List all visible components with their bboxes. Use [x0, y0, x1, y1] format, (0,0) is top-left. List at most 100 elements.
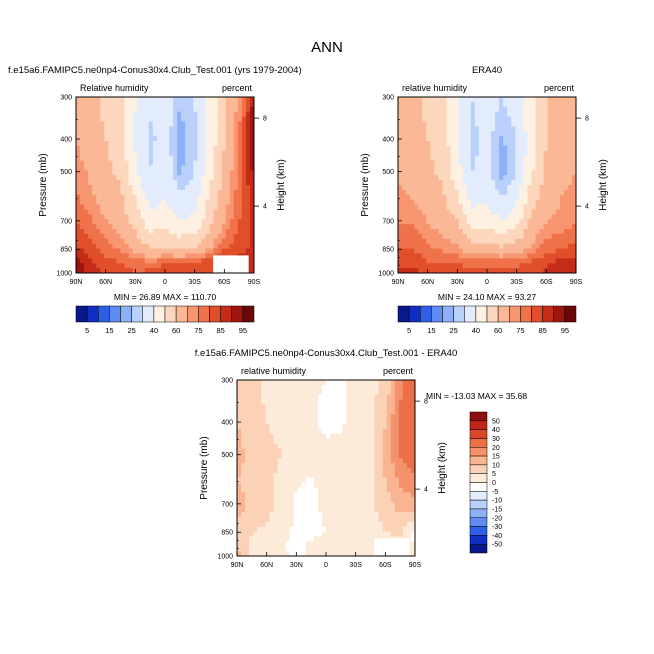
heatmap-cell [362, 433, 367, 440]
heatmap-cell [293, 433, 299, 440]
heatmap-cell [410, 448, 416, 454]
heatmap-cell [205, 229, 210, 235]
heatmap-cell [313, 384, 319, 391]
heatmap-cell [402, 419, 408, 425]
heatmap-cell [245, 507, 250, 513]
heatmap-cell [76, 155, 81, 161]
heatmap-cell [491, 238, 496, 245]
heatmap-cell [382, 526, 388, 532]
heatmap-cell [354, 468, 359, 474]
heatmap-cell [245, 458, 250, 464]
heatmap-cell [507, 126, 512, 132]
heatmap-cell [539, 106, 545, 113]
heatmap-cell [362, 424, 367, 430]
heatmap-cell [136, 243, 142, 249]
heatmap-cell [152, 204, 158, 210]
heatmap-cell [539, 219, 545, 225]
heatmap-cell [438, 253, 443, 259]
heatmap-cell [321, 551, 327, 557]
heatmap-cell [197, 233, 202, 240]
heatmap-cell [205, 145, 210, 152]
heatmap-cell [261, 448, 266, 454]
heatmap-cell [454, 116, 460, 122]
heatmap-cell [189, 185, 194, 191]
heatmap-cell [402, 253, 407, 259]
heatmap-cell [165, 141, 170, 147]
colorbar-label: 5 [492, 471, 496, 478]
heatmap-cell [152, 116, 158, 122]
heatmap-cell [539, 243, 545, 249]
heatmap-cell [519, 268, 524, 274]
heatmap-cell [462, 116, 468, 122]
heatmap-cell [422, 229, 427, 235]
heatmap-cell [470, 194, 476, 201]
heatmap-cell [169, 136, 174, 142]
heatmap-cell [88, 268, 93, 274]
heatmap-cell [140, 136, 146, 142]
heatmap-cell [185, 165, 190, 171]
heatmap-cell [406, 189, 411, 196]
heatmap-cell [495, 126, 500, 132]
heatmap-cell [462, 155, 468, 161]
heatmap-cell [366, 536, 371, 542]
heatmap-cell [470, 111, 476, 117]
heatmap-cell [426, 199, 431, 205]
heatmap-cell [221, 243, 227, 249]
heatmap-cell [515, 263, 520, 269]
colorbar-swatch [442, 305, 454, 323]
heatmap-cell [245, 145, 251, 152]
heatmap-cell [100, 243, 105, 249]
heatmap-cell [410, 419, 416, 425]
heatmap-cell [406, 180, 411, 186]
heatmap-cell [156, 219, 162, 225]
heatmap-cell [555, 224, 561, 230]
heatmap-cell [539, 121, 545, 127]
heatmap-cell [96, 258, 101, 264]
heatmap-cell [245, 536, 250, 542]
heatmap-cell [193, 238, 198, 245]
heatmap-cell [470, 145, 476, 152]
heatmap-cell [511, 160, 516, 166]
heatmap-cell [543, 199, 549, 205]
heatmap-cell [249, 521, 254, 528]
heatmap-cell [462, 126, 468, 132]
heatmap-cell [410, 433, 416, 440]
heatmap-cell [297, 448, 303, 454]
heatmap-cell [88, 253, 93, 259]
heatmap-cell [221, 126, 227, 132]
heatmap-cell [398, 526, 404, 532]
colorbar-label: 20 [492, 445, 500, 452]
heatmap-cell [507, 101, 512, 108]
heatmap-cell [241, 428, 246, 435]
heatmap-cell [173, 131, 178, 137]
heatmap-cell [511, 97, 516, 103]
heatmap-cell [249, 419, 254, 425]
heatmap-cell [390, 492, 396, 498]
heatmap-cell [334, 419, 339, 425]
heatmap-cell [169, 116, 174, 122]
heatmap-cell [132, 97, 138, 103]
heatmap-cell [277, 507, 282, 513]
heatmap-cell [334, 502, 339, 508]
heatmap-cell [309, 428, 315, 435]
heatmap-cell [281, 507, 286, 513]
heatmap-cell [531, 141, 536, 147]
heatmap-cell [370, 521, 375, 528]
heatmap-cell [527, 106, 532, 113]
heatmap-cell [313, 516, 319, 523]
heatmap-cell [495, 141, 500, 147]
heatmap-cell [406, 238, 411, 245]
heatmap-cell [76, 175, 81, 181]
heatmap-cell [305, 536, 311, 542]
heatmap-cell [265, 526, 270, 532]
heatmap-cell [152, 253, 158, 259]
heatmap-cell [92, 229, 97, 235]
heatmap-cell [88, 219, 93, 225]
heatmap-cell [277, 477, 282, 484]
heatmap-cell [390, 433, 396, 440]
heatmap-cell [261, 433, 266, 440]
heatmap-cell [567, 126, 573, 132]
heatmap-cell [571, 101, 577, 108]
heatmap-cell [321, 477, 327, 484]
heatmap-cell [321, 487, 327, 493]
